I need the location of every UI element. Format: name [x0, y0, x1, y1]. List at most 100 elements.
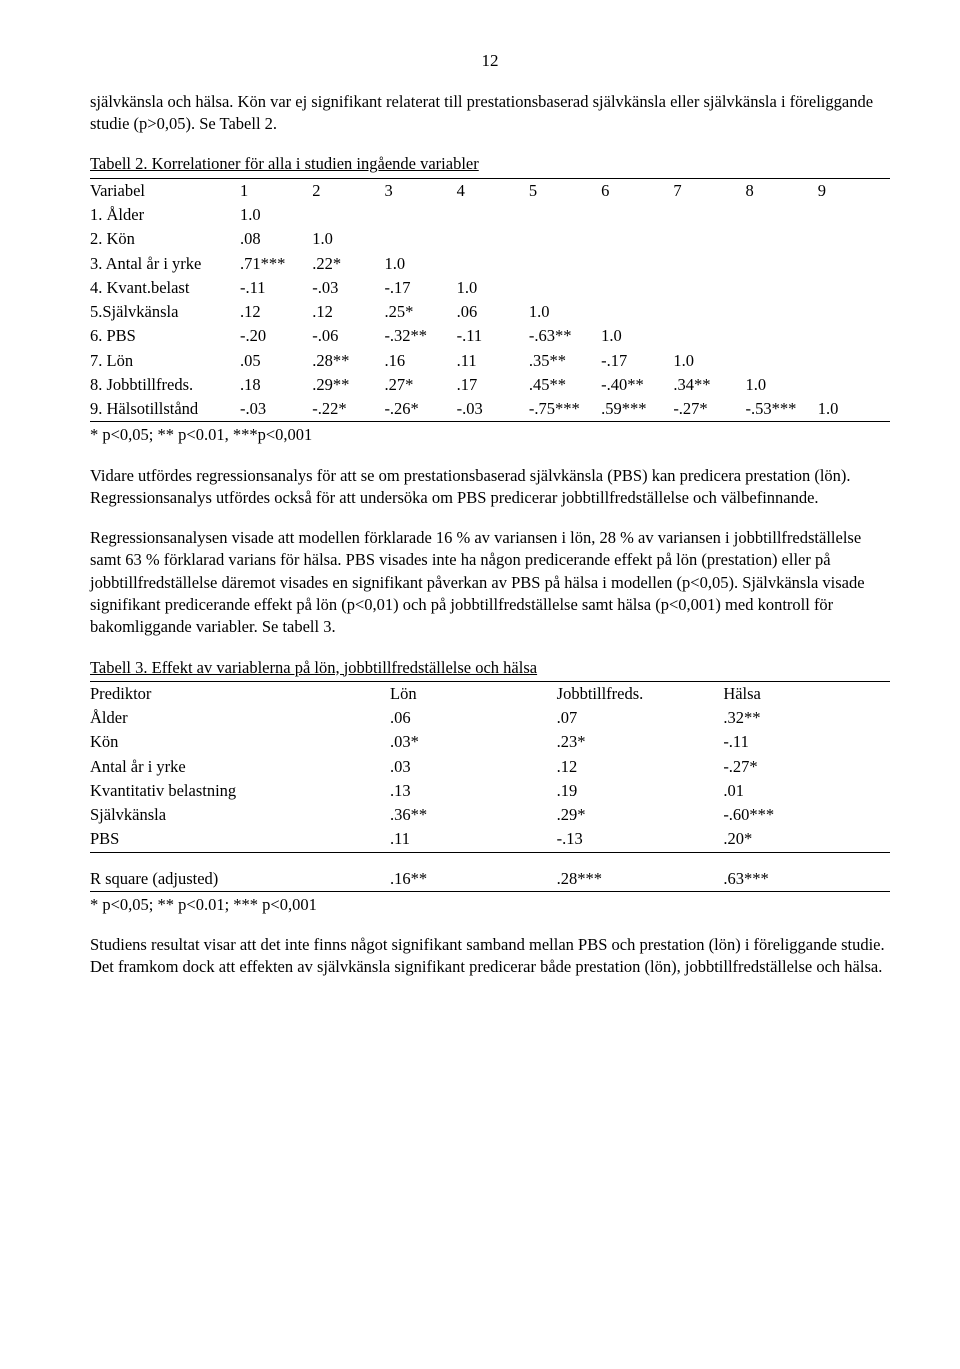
table-cell: .45** — [529, 373, 601, 397]
table-cell: .20* — [723, 827, 890, 851]
table-cell: -.03 — [312, 276, 384, 300]
table3-bottom-rule2 — [90, 891, 890, 892]
table-cell: .35** — [529, 349, 601, 373]
table-cell: -.11 — [723, 730, 890, 754]
table-cell — [601, 300, 673, 324]
table-cell: .07 — [557, 706, 724, 730]
table-cell: .23* — [557, 730, 724, 754]
table-cell: 4. Kvant.belast — [90, 276, 240, 300]
table-cell — [673, 324, 745, 348]
intro-paragraph: självkänsla och hälsa. Kön var ej signif… — [90, 91, 890, 136]
table-cell: .71*** — [240, 252, 312, 276]
table-row: PBS.11-.13.20* — [90, 827, 890, 851]
table-cell: .25* — [384, 300, 456, 324]
table-cell: .16 — [384, 349, 456, 373]
table-cell — [673, 252, 745, 276]
page-number: 12 — [90, 50, 890, 73]
table-cell — [601, 203, 673, 227]
t2-h7: 7 — [673, 179, 745, 203]
table-cell — [818, 252, 890, 276]
table-cell — [529, 203, 601, 227]
table-cell — [529, 252, 601, 276]
table-cell — [457, 252, 529, 276]
table-cell: Självkänsla — [90, 803, 390, 827]
table3: Prediktor Lön Jobbtillfreds. Hälsa Ålder… — [90, 682, 890, 852]
table-cell — [818, 324, 890, 348]
table-cell: 2. Kön — [90, 227, 240, 251]
table-cell: -.26* — [384, 397, 456, 421]
table-cell: 1.0 — [601, 324, 673, 348]
table-cell: 1.0 — [457, 276, 529, 300]
table-cell: .08 — [240, 227, 312, 251]
table-cell: 1.0 — [529, 300, 601, 324]
table-cell: -.03 — [240, 397, 312, 421]
table-cell: 8. Jobbtillfreds. — [90, 373, 240, 397]
table-cell — [746, 252, 818, 276]
table-cell: 7. Lön — [90, 349, 240, 373]
table-cell — [746, 300, 818, 324]
table-cell: 6. PBS — [90, 324, 240, 348]
table-cell: .12 — [312, 300, 384, 324]
table-cell — [746, 276, 818, 300]
table-cell: Kvantitativ belastning — [90, 779, 390, 803]
t2-h4: 4 — [457, 179, 529, 203]
table-cell: .36** — [390, 803, 557, 827]
table-cell: .11 — [390, 827, 557, 851]
table-cell — [746, 203, 818, 227]
table-cell: .22* — [312, 252, 384, 276]
table-cell — [384, 227, 456, 251]
t3-rsq-2: .28*** — [557, 867, 724, 891]
table-cell: .12 — [557, 755, 724, 779]
table-cell: .28** — [312, 349, 384, 373]
table-cell: .13 — [390, 779, 557, 803]
t3-h1: Lön — [390, 682, 557, 706]
t3-h0: Prediktor — [90, 682, 390, 706]
table3-header-row: Prediktor Lön Jobbtillfreds. Hälsa — [90, 682, 890, 706]
table-cell: .05 — [240, 349, 312, 373]
table2-footnote: * p<0,05; ** p<0.01, ***p<0,001 — [90, 424, 890, 446]
table-cell: PBS — [90, 827, 390, 851]
paragraph-2: Vidare utfördes regressionsanalys för at… — [90, 465, 890, 510]
table-cell: 1.0 — [673, 349, 745, 373]
table2-title: Tabell 2. Korrelationer för alla i studi… — [90, 153, 890, 175]
table-row: 9. Hälsotillstånd-.03-.22*-.26*-.03-.75*… — [90, 397, 890, 421]
table-cell: -.20 — [240, 324, 312, 348]
table-cell: -.11 — [457, 324, 529, 348]
table-cell: 9. Hälsotillstånd — [90, 397, 240, 421]
table-cell — [601, 276, 673, 300]
table-cell: 1. Ålder — [90, 203, 240, 227]
table-row: 4. Kvant.belast-.11-.03-.171.0 — [90, 276, 890, 300]
t2-h6: 6 — [601, 179, 673, 203]
table-row: Ålder.06.07.32** — [90, 706, 890, 730]
table-row: Kvantitativ belastning.13.19.01 — [90, 779, 890, 803]
t3-rsq-0: R square (adjusted) — [90, 867, 390, 891]
table-cell: -.60*** — [723, 803, 890, 827]
table-cell: .11 — [457, 349, 529, 373]
table-cell: Antal år i yrke — [90, 755, 390, 779]
table-cell: .18 — [240, 373, 312, 397]
table3-rsq: R square (adjusted) .16** .28*** .63*** — [90, 867, 890, 891]
t3-h2: Jobbtillfreds. — [557, 682, 724, 706]
table-cell — [312, 203, 384, 227]
table-cell: 1.0 — [818, 397, 890, 421]
table-row: Kön.03*.23*-.11 — [90, 730, 890, 754]
table-cell — [457, 227, 529, 251]
table2-header-row: Variabel 1 2 3 4 5 6 7 8 9 — [90, 179, 890, 203]
table-row: Antal år i yrke.03.12-.27* — [90, 755, 890, 779]
table-cell — [818, 349, 890, 373]
table-cell: .27* — [384, 373, 456, 397]
table-cell — [529, 276, 601, 300]
table-cell: -.17 — [601, 349, 673, 373]
table-cell: -.13 — [557, 827, 724, 851]
table-cell: .12 — [240, 300, 312, 324]
table-cell: .34** — [673, 373, 745, 397]
paragraph-3: Regressionsanalysen visade att modellen … — [90, 527, 890, 638]
t2-h3: 3 — [384, 179, 456, 203]
t3-rsq-3: .63*** — [723, 867, 890, 891]
table-cell — [818, 276, 890, 300]
table-cell: 1.0 — [384, 252, 456, 276]
table-cell: .01 — [723, 779, 890, 803]
table-cell — [673, 203, 745, 227]
t2-h2: 2 — [312, 179, 384, 203]
table-row: 6. PBS-.20-.06-.32**-.11-.63**1.0 — [90, 324, 890, 348]
